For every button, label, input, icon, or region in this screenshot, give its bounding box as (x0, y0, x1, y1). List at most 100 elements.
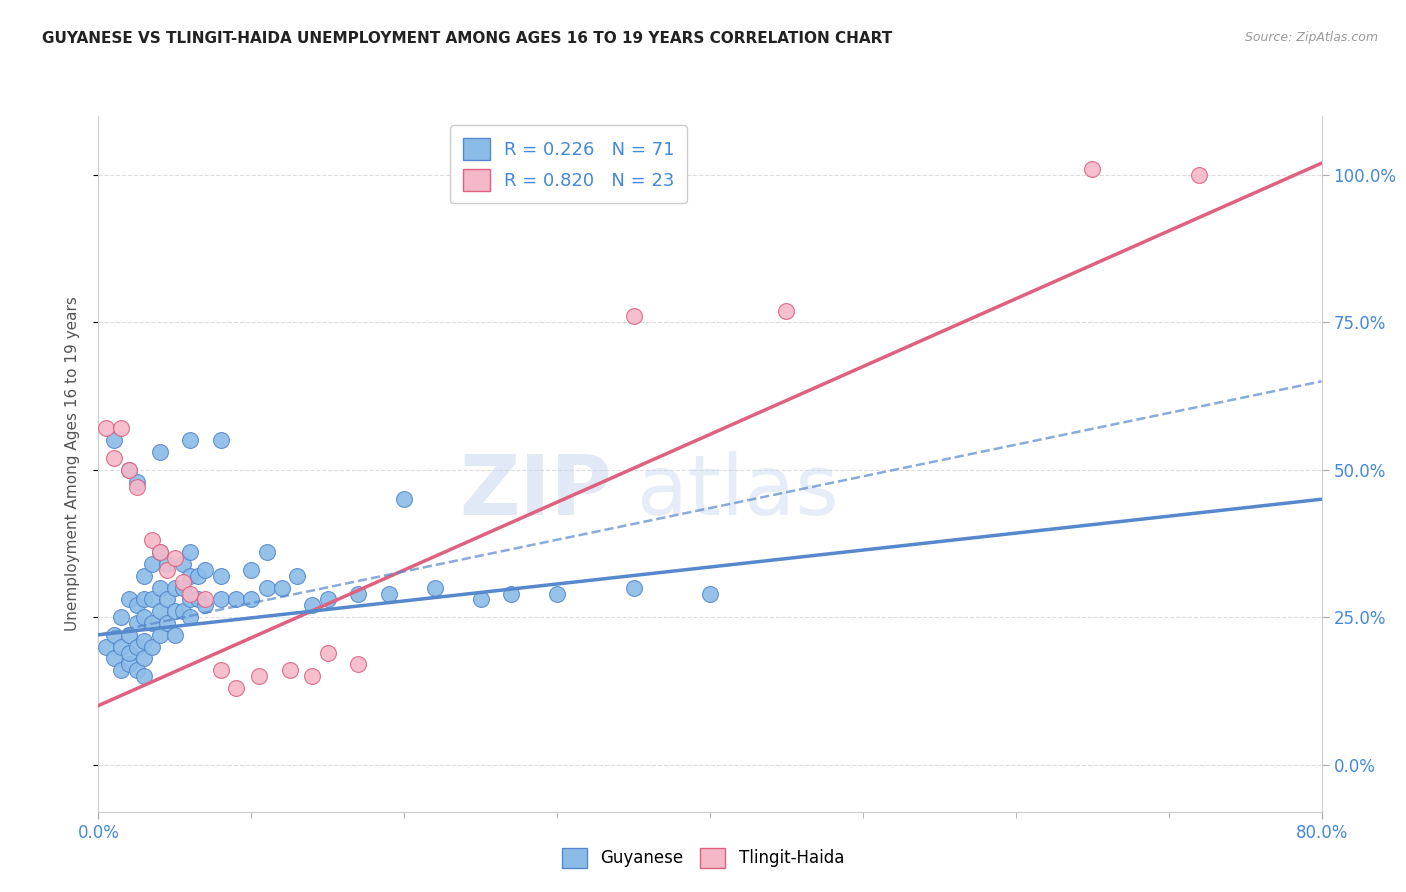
Point (179, 569, 201, 583)
Text: atlas: atlas (637, 451, 838, 533)
Point (316, 592, 339, 607)
Point (103, 434, 125, 448)
Point (125, 663, 148, 677)
Point (209, 592, 232, 607)
Point (163, 581, 186, 595)
Point (134, 651, 156, 665)
Point (125, 615, 148, 630)
Point (163, 604, 186, 618)
Point (775, 303, 797, 318)
Point (392, 492, 416, 507)
Point (141, 640, 163, 654)
Point (187, 569, 209, 583)
Point (270, 581, 294, 595)
Point (225, 681, 247, 695)
Point (172, 557, 194, 571)
Point (179, 586, 201, 600)
Point (125, 599, 148, 613)
Point (285, 569, 308, 583)
Point (194, 592, 217, 607)
Point (94, 640, 117, 654)
Point (179, 434, 201, 448)
Legend: Guyanese, Tlingit-Haida: Guyanese, Tlingit-Haida (555, 841, 851, 875)
Point (156, 563, 179, 577)
Point (347, 657, 370, 672)
Point (1188, 168, 1211, 182)
Point (378, 586, 401, 600)
Point (94, 421, 117, 435)
Point (134, 592, 156, 607)
Point (134, 633, 156, 648)
Point (187, 592, 209, 607)
Point (125, 640, 148, 654)
Point (623, 581, 645, 595)
Point (301, 669, 323, 683)
Point (110, 421, 132, 435)
Text: ZIP: ZIP (460, 451, 612, 533)
Text: GUYANESE VS TLINGIT-HAIDA UNEMPLOYMENT AMONG AGES 16 TO 19 YEARS CORRELATION CHA: GUYANESE VS TLINGIT-HAIDA UNEMPLOYMENT A… (42, 31, 893, 46)
Point (256, 581, 278, 595)
Point (301, 599, 323, 613)
Point (149, 604, 172, 618)
Point (172, 604, 194, 618)
Point (118, 657, 141, 672)
Point (110, 663, 132, 677)
Point (1081, 161, 1104, 176)
Point (110, 610, 132, 624)
Point (179, 592, 201, 607)
Point (163, 628, 186, 642)
Point (225, 592, 247, 607)
Point (149, 445, 172, 459)
Point (134, 610, 156, 624)
Point (546, 586, 568, 600)
Point (149, 581, 172, 595)
Point (501, 586, 523, 600)
Point (125, 480, 148, 494)
Point (209, 663, 232, 677)
Point (194, 599, 217, 613)
Point (347, 586, 370, 600)
Point (156, 615, 179, 630)
Point (141, 533, 163, 548)
Point (103, 450, 125, 465)
Point (125, 475, 148, 489)
Point (118, 463, 141, 477)
Point (149, 545, 172, 559)
Point (256, 545, 278, 559)
Point (149, 628, 172, 642)
Point (247, 669, 270, 683)
Point (156, 592, 179, 607)
Point (172, 581, 194, 595)
Point (141, 592, 163, 607)
Point (163, 551, 186, 566)
Point (278, 663, 301, 677)
Point (118, 592, 141, 607)
Point (103, 651, 125, 665)
Point (423, 581, 446, 595)
Y-axis label: Unemployment Among Ages 16 to 19 years: Unemployment Among Ages 16 to 19 years (65, 296, 80, 632)
Point (118, 463, 141, 477)
Point (316, 646, 339, 660)
Point (209, 569, 232, 583)
Point (240, 563, 263, 577)
Point (179, 610, 201, 624)
Point (156, 557, 179, 571)
Point (134, 669, 156, 683)
Point (194, 563, 217, 577)
Point (141, 557, 163, 571)
Point (118, 628, 141, 642)
Point (209, 434, 232, 448)
Point (134, 569, 156, 583)
Point (149, 545, 172, 559)
Text: Source: ZipAtlas.com: Source: ZipAtlas.com (1244, 31, 1378, 45)
Point (103, 628, 125, 642)
Point (179, 545, 201, 559)
Point (623, 310, 645, 324)
Point (172, 574, 194, 589)
Point (240, 592, 263, 607)
Point (699, 586, 721, 600)
Point (470, 592, 492, 607)
Point (110, 640, 132, 654)
Point (141, 615, 163, 630)
Point (118, 646, 141, 660)
